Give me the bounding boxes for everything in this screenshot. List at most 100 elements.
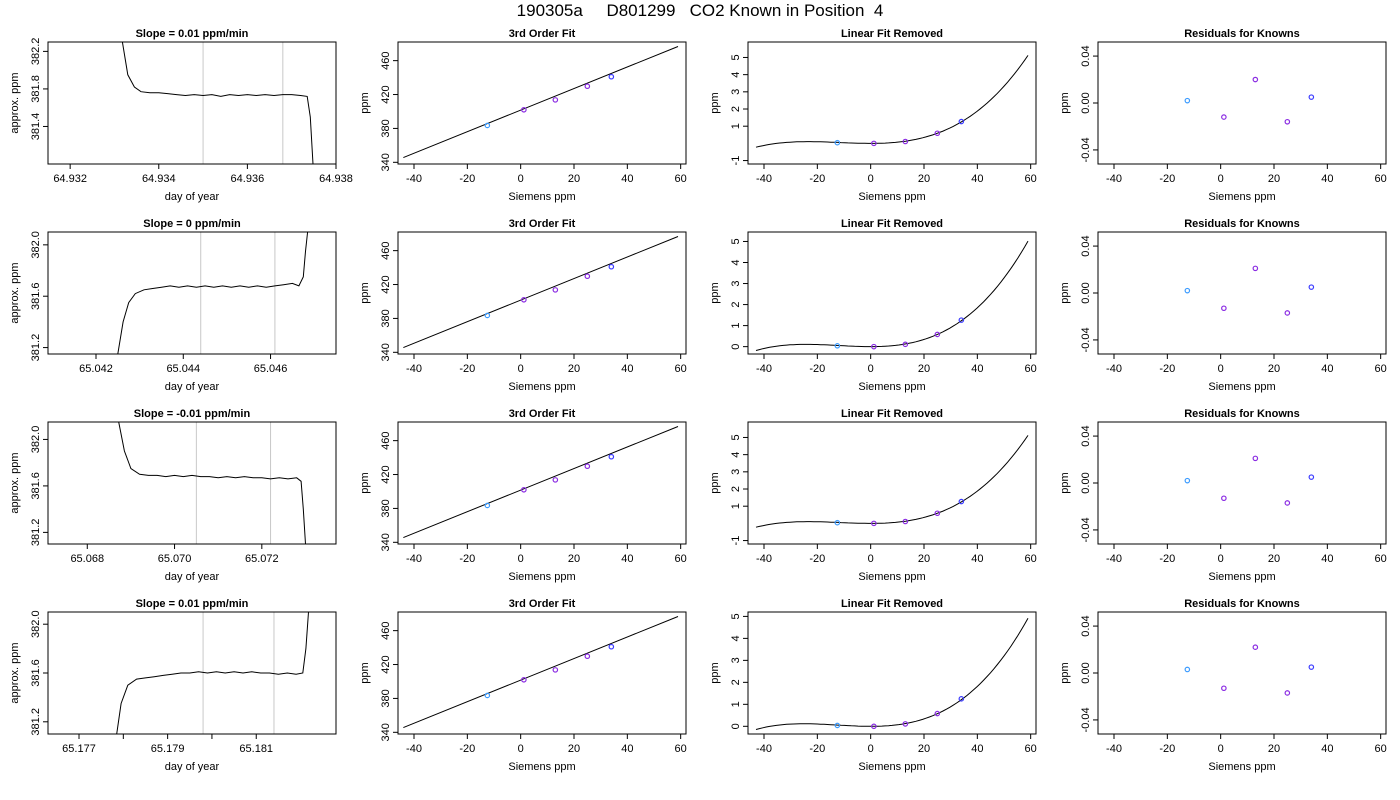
y-axis-label: approx. ppm	[9, 262, 21, 323]
y-tick-label: 0.04	[1080, 45, 1092, 66]
data-point	[871, 723, 877, 730]
x-tick-label: 60	[1025, 743, 1037, 755]
x-tick-label: 65.179	[151, 743, 185, 755]
chart-title: Linear Fit Removed	[841, 28, 943, 40]
x-tick-label: -40	[1106, 743, 1122, 755]
y-tick-label: 381.6	[30, 282, 42, 310]
chart-panel-4-1: Slope = 0.01 ppm/min 65.177 65.179 65.181 38…	[9, 598, 337, 773]
data-point	[1308, 664, 1315, 670]
x-tick-label: 65.046	[254, 363, 288, 375]
data-point	[1184, 666, 1191, 673]
x-tick-label: 0	[518, 553, 524, 565]
plot-frame	[747, 231, 1037, 355]
data-point	[484, 122, 491, 129]
data-point	[871, 140, 877, 147]
data-point	[934, 130, 941, 137]
y-tick-label: 420	[380, 655, 392, 673]
plot-frame	[1097, 231, 1387, 355]
plot-data	[403, 426, 679, 539]
data-point	[584, 83, 591, 90]
data-point	[584, 273, 591, 280]
y-tick-label: 340	[380, 723, 392, 741]
x-axis-label: day of year	[165, 761, 220, 773]
fit-curve	[755, 240, 1029, 351]
plot-frame	[1097, 611, 1387, 735]
data-point	[902, 341, 909, 348]
x-tick-label: 65.177	[62, 743, 96, 755]
x-axis-label: Siemens ppm	[858, 381, 925, 393]
chart-title: Slope = 0 ppm/min	[143, 218, 241, 230]
x-tick-label: -40	[406, 363, 422, 375]
data-point	[1221, 495, 1227, 502]
x-tick-label: 40	[621, 553, 633, 565]
data-point	[552, 477, 559, 483]
x-tick-label: 64.932	[53, 173, 87, 185]
data-point	[902, 138, 909, 145]
y-tick-label: 382.0	[30, 610, 42, 638]
chart-title: Slope = 0.01 ppm/min	[136, 28, 249, 40]
x-tick-label: 65.072	[245, 553, 279, 565]
plot-frame	[1097, 41, 1387, 165]
plot-data	[116, 612, 309, 734]
plot-frame	[47, 421, 337, 545]
x-tick-label: 20	[568, 173, 580, 185]
chart-title: Linear Fit Removed	[841, 598, 943, 610]
data-point	[552, 97, 559, 103]
x-tick-label: -20	[459, 553, 475, 565]
plot-frame	[397, 41, 687, 165]
x-tick-label: 65.042	[79, 363, 113, 375]
x-tick-label: 60	[675, 173, 687, 185]
data-point	[1252, 644, 1259, 650]
y-tick-label: 0.04	[1080, 425, 1092, 446]
y-tick-label: -0.04	[1080, 327, 1092, 352]
x-tick-label: 20	[568, 363, 580, 375]
x-axis-label: day of year	[165, 381, 220, 393]
fit-line	[403, 46, 679, 159]
plot-data	[755, 618, 1029, 730]
data-point	[1252, 76, 1259, 83]
fit-line	[403, 236, 679, 349]
data-point	[834, 139, 841, 146]
data-point	[608, 73, 615, 80]
y-tick-label: 2	[730, 106, 742, 112]
x-axis-label: Siemens ppm	[858, 191, 925, 203]
x-tick-label: 20	[918, 553, 930, 565]
y-axis-label: ppm	[1059, 472, 1071, 493]
data-point	[1184, 477, 1191, 484]
plot-frame	[747, 41, 1037, 165]
y-tick-label: 380	[380, 309, 392, 327]
chart-title: Residuals for Knowns	[1184, 218, 1300, 230]
chart-title: 3rd Order Fit	[509, 598, 576, 610]
data-point	[958, 118, 965, 125]
x-tick-label: 40	[621, 173, 633, 185]
plot-data	[1184, 265, 1315, 316]
data-point	[521, 676, 527, 683]
y-tick-label: 460	[380, 241, 392, 259]
chart-panel-3-3: Linear Fit Removed -40 -20 0 20 40 60 -1 1 2 3 4 5 Si…	[709, 408, 1037, 583]
plot-data	[755, 435, 1029, 528]
plot-data	[403, 46, 679, 159]
data-point	[1308, 94, 1315, 100]
chart-panel-1-3: Linear Fit Removed -40 -20 0 20 40 60 -1 1 2 3 4 5 Si…	[709, 28, 1037, 203]
y-tick-label: 380	[380, 119, 392, 137]
y-tick-label: 0.00	[1080, 662, 1092, 683]
x-tick-label: 65.070	[158, 553, 192, 565]
x-tick-label: -20	[1159, 743, 1175, 755]
x-axis-label: Siemens ppm	[508, 571, 575, 583]
figure-title: 190305a D801299 CO2 Known in Position 4	[516, 1, 884, 20]
x-tick-label: 40	[971, 553, 983, 565]
x-tick-label: 65.181	[239, 743, 273, 755]
x-tick-label: -20	[459, 743, 475, 755]
data-point	[958, 317, 965, 323]
x-tick-label: 20	[1268, 173, 1280, 185]
chart-panel-2-4: Residuals for Knowns -40 -20 0 20 40 60 -0.04 0.…	[1059, 218, 1387, 393]
y-tick-label: 420	[380, 85, 392, 103]
y-axis-label: ppm	[359, 92, 371, 113]
x-axis-label: Siemens ppm	[508, 761, 575, 773]
x-tick-label: -20	[809, 553, 825, 565]
x-tick-label: 60	[1375, 363, 1387, 375]
x-tick-label: 0	[1218, 173, 1224, 185]
y-axis-label: ppm	[359, 662, 371, 683]
data-point	[1284, 310, 1291, 316]
data-point	[871, 343, 877, 350]
